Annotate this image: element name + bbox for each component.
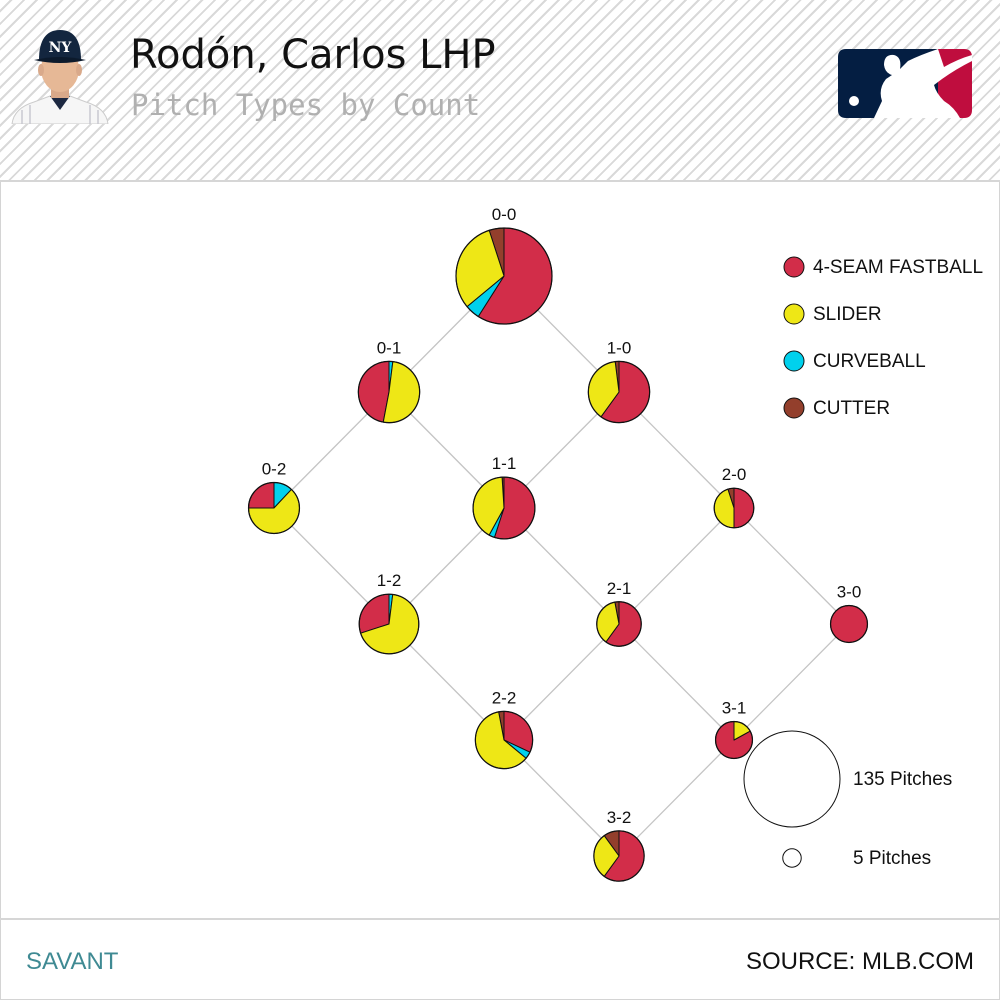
source-label: SOURCE: MLB.COM bbox=[745, 948, 974, 975]
count-label: 3-0 bbox=[837, 583, 862, 602]
count-label: 3-1 bbox=[722, 699, 747, 718]
count-pie-nodes: 0-0 0-1 1-0 0-2 1-1 2-0 1-2 2-1 3-0 2-2 3-1 3-2 bbox=[247, 205, 869, 882]
pie-outline bbox=[455, 227, 553, 325]
size-legend-5: 5 Pitches bbox=[782, 848, 931, 869]
slice-4-seam-fastball bbox=[733, 487, 755, 529]
legend-label: CUTTER bbox=[813, 398, 890, 419]
legend-swatch bbox=[783, 303, 805, 325]
pie-count-2-1[interactable]: 2-1 bbox=[596, 579, 642, 647]
count-label: 0-2 bbox=[262, 460, 287, 479]
count-label: 3-2 bbox=[607, 808, 632, 827]
count-label: 1-1 bbox=[492, 454, 517, 473]
pie-count-3-0[interactable]: 3-0 bbox=[829, 583, 869, 644]
pie-count-1-0[interactable]: 1-0 bbox=[587, 338, 651, 424]
player-headshot-icon: NY bbox=[11, 30, 109, 124]
pie-outline bbox=[829, 604, 869, 644]
size-legend-135: 135 Pitches bbox=[743, 730, 952, 828]
legend-label: CURVEBALL bbox=[813, 351, 926, 372]
chart-subtitle: Pitch Types by Count bbox=[131, 88, 481, 122]
connector-2-0-to-3-0 bbox=[733, 507, 850, 625]
pie-outline bbox=[714, 720, 754, 760]
size-legend-circle bbox=[743, 730, 841, 828]
legend-item-4-seam-fastball: 4-SEAM FASTBALL bbox=[783, 256, 983, 278]
size-legend-circle bbox=[782, 848, 802, 868]
legend-item-curveball: CURVEBALL bbox=[783, 350, 926, 372]
pie-outline bbox=[358, 593, 420, 655]
connector-2-1-to-3-1 bbox=[618, 623, 735, 741]
pie-count-3-2[interactable]: 3-2 bbox=[593, 808, 645, 882]
pie-count-1-1[interactable]: 1-1 bbox=[472, 454, 536, 540]
count-label: 0-1 bbox=[377, 338, 402, 357]
savant-label: SAVANT bbox=[26, 948, 119, 975]
pie-count-0-2[interactable]: 0-2 bbox=[247, 460, 301, 535]
connector-3-0-to-3-1 bbox=[733, 623, 850, 741]
connector-3-1-to-3-2 bbox=[618, 739, 735, 857]
footer-divider bbox=[0, 918, 1000, 920]
legend-item-cutter: CUTTER bbox=[783, 397, 890, 419]
legend-item-slider: SLIDER bbox=[783, 303, 882, 325]
pie-count-1-2[interactable]: 1-2 bbox=[358, 571, 420, 655]
slice-4-seam-fastball bbox=[357, 360, 390, 423]
count-label: 1-2 bbox=[377, 571, 402, 590]
size-legend-label: 5 Pitches bbox=[853, 848, 931, 869]
player-name: Rodón, Carlos LHP bbox=[130, 32, 496, 78]
header-banner: NY Rodón, Carlos LHP Pitch Types by Coun… bbox=[0, 0, 1000, 182]
pie-outline bbox=[247, 481, 301, 535]
count-label: 2-2 bbox=[492, 688, 517, 707]
pitch-count-chart: 0-0 0-1 1-0 0-2 1-1 2-0 1-2 2-1 3-0 2-2 3-1 3-2 4-S… bbox=[247, 205, 983, 882]
pitch-volume-legend: 135 Pitches 5 Pitches bbox=[743, 730, 952, 869]
pie-count-3-1[interactable]: 3-1 bbox=[714, 699, 754, 760]
pie-outline bbox=[593, 830, 645, 882]
pie-count-0-1[interactable]: 0-1 bbox=[357, 338, 421, 424]
pie-outline bbox=[472, 476, 536, 540]
svg-text:NY: NY bbox=[49, 40, 73, 56]
mlb-logo-icon bbox=[838, 49, 972, 118]
pie-outline bbox=[587, 360, 651, 424]
pie-count-2-0[interactable]: 2-0 bbox=[713, 465, 755, 529]
count-label: 2-1 bbox=[607, 579, 632, 598]
count-label: 2-0 bbox=[722, 465, 747, 484]
size-legend-label: 135 Pitches bbox=[853, 769, 952, 790]
pie-outline bbox=[596, 601, 642, 647]
pie-outline bbox=[357, 360, 421, 424]
legend-swatch bbox=[783, 256, 805, 278]
count-label: 0-0 bbox=[492, 205, 517, 224]
pie-count-2-2[interactable]: 2-2 bbox=[474, 688, 534, 770]
legend-label: SLIDER bbox=[813, 304, 882, 325]
legend-label: 4-SEAM FASTBALL bbox=[813, 257, 983, 278]
legend-swatch bbox=[783, 397, 805, 419]
pie-outline bbox=[713, 487, 755, 529]
legend-swatch bbox=[783, 350, 805, 372]
pitch-type-legend: 4-SEAM FASTBALL SLIDER CURVEBALL CUTTER bbox=[783, 256, 983, 419]
count-label: 1-0 bbox=[607, 338, 632, 357]
pie-count-0-0[interactable]: 0-0 bbox=[455, 205, 553, 325]
pie-outline bbox=[474, 710, 534, 770]
connector-2-0-to-2-1 bbox=[618, 507, 735, 625]
